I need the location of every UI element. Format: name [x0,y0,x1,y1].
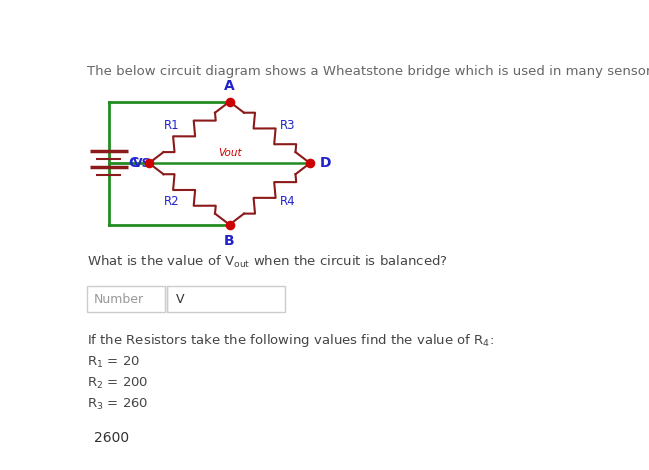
Point [144,159,154,167]
Text: 2600: 2600 [93,431,129,445]
FancyBboxPatch shape [167,286,285,312]
Text: R$_{2}$ = 200: R$_{2}$ = 200 [87,376,149,391]
Text: R1: R1 [164,118,180,132]
Text: B: B [224,234,235,248]
Point [225,98,235,105]
Text: D: D [320,156,332,170]
Text: C: C [129,156,139,170]
Text: Number: Number [93,293,144,306]
Text: VS: VS [133,157,152,170]
Point [225,221,235,228]
Text: V: V [176,293,184,306]
Text: R4: R4 [280,195,295,208]
Text: R$_{3}$ = 260: R$_{3}$ = 260 [87,397,149,412]
FancyBboxPatch shape [87,425,165,451]
Text: What is the value of V$_{\mathrm{out}}$ when the circuit is balanced?: What is the value of V$_{\mathrm{out}}$ … [87,254,448,270]
FancyBboxPatch shape [87,286,165,312]
Text: R3: R3 [280,118,295,132]
Text: A: A [224,78,235,93]
Text: If the Resistors take the following values find the value of R$_{4}$:: If the Resistors take the following valu… [87,332,494,349]
Text: Vout: Vout [217,148,241,158]
Text: R2: R2 [164,195,180,208]
Text: The below circuit diagram shows a Wheatstone bridge which is used in many sensor: The below circuit diagram shows a Wheats… [87,65,649,78]
Text: R$_{1}$ = 20: R$_{1}$ = 20 [87,354,140,370]
Point [305,159,315,167]
